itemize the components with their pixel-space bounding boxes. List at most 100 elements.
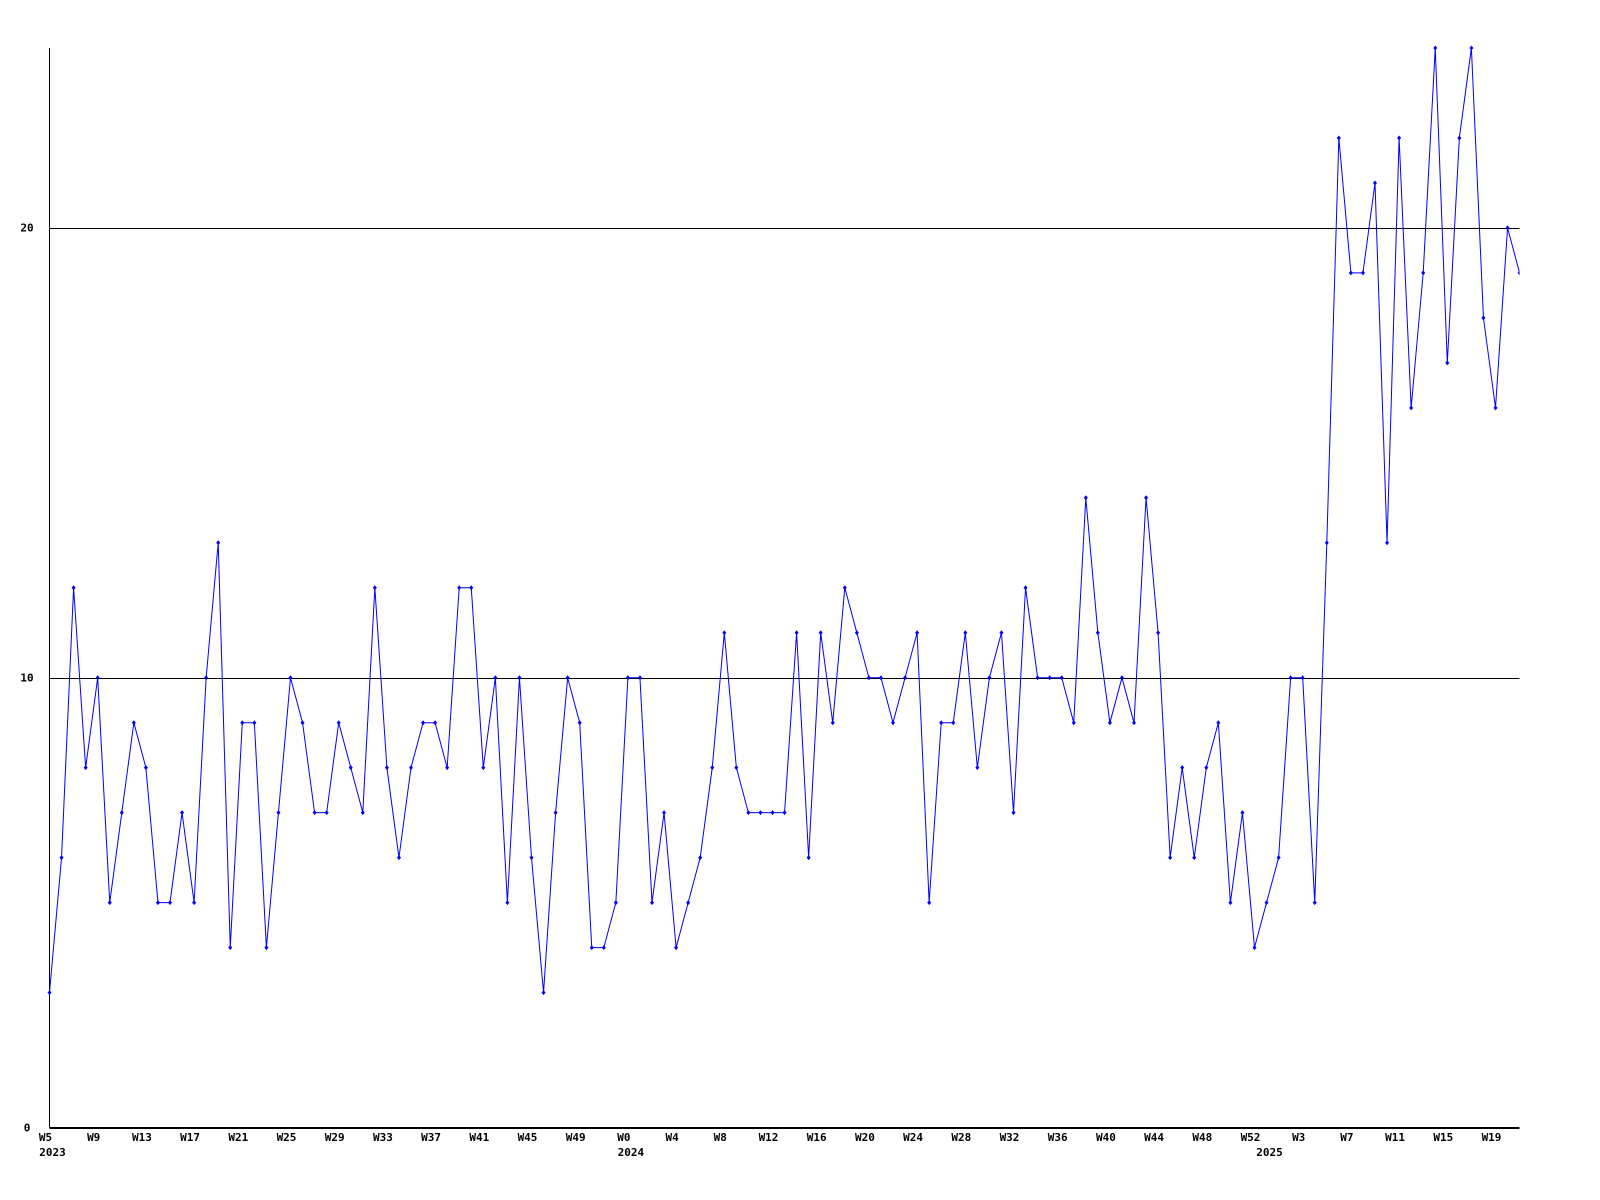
data-point — [577, 720, 582, 726]
x-tick-label: W17 — [180, 1131, 200, 1144]
data-point — [1240, 810, 1245, 816]
data-point — [131, 720, 136, 726]
data-point — [95, 675, 100, 681]
y-tick-label: 10 — [20, 672, 33, 685]
data-point — [601, 945, 606, 951]
data-point — [782, 810, 787, 816]
data-point — [529, 855, 534, 861]
data-point — [553, 810, 558, 816]
data-point — [1168, 855, 1173, 861]
x-tick-label: W7 — [1340, 1131, 1353, 1144]
data-point — [1035, 675, 1040, 681]
data-point — [1481, 315, 1486, 321]
data-point — [324, 810, 329, 816]
grid — [49, 228, 1520, 1129]
y-tick-label: 20 — [20, 222, 33, 235]
data-point — [264, 945, 269, 951]
data-point — [1204, 765, 1209, 771]
data-point — [1324, 540, 1329, 546]
data-point — [517, 675, 522, 681]
plot-area — [47, 45, 1520, 996]
data-point — [963, 630, 968, 636]
data-point — [1505, 225, 1510, 231]
data-point — [481, 765, 486, 771]
data-point — [1119, 675, 1124, 681]
data-point — [445, 765, 450, 771]
data-point — [987, 675, 992, 681]
data-point — [854, 630, 859, 636]
data-point — [891, 720, 895, 726]
data-point — [915, 630, 920, 636]
data-point — [1252, 945, 1257, 951]
x-tick-label: W28 — [951, 1131, 971, 1144]
data-point — [421, 720, 426, 726]
data-point — [878, 675, 883, 681]
data-point — [240, 720, 245, 726]
data-point — [975, 765, 980, 771]
data-point — [1457, 135, 1462, 141]
data-point — [1276, 855, 1281, 861]
data-point — [216, 540, 221, 546]
data-point — [1493, 405, 1498, 411]
x-tick-label: W21 — [228, 1131, 248, 1144]
data-point — [1373, 180, 1377, 186]
data-point — [493, 675, 498, 681]
data-point — [168, 900, 172, 906]
data-point — [686, 900, 691, 906]
data-point — [1132, 720, 1136, 726]
x-tick-label: W37 — [421, 1131, 441, 1144]
data-point — [710, 765, 715, 771]
x-tick-label: W11 — [1385, 1131, 1405, 1144]
data-point — [565, 675, 570, 681]
x-tick-label: W48 — [1192, 1131, 1212, 1144]
data-point — [758, 810, 763, 816]
data-point — [1397, 135, 1402, 141]
data-point — [541, 990, 546, 996]
data-point — [589, 945, 594, 951]
data-point — [951, 720, 956, 726]
data-point — [1216, 720, 1221, 726]
data-point — [1156, 630, 1161, 636]
data-point — [650, 900, 654, 906]
x-tick-label: W12 — [759, 1131, 779, 1144]
data-point — [806, 855, 811, 861]
data-point — [662, 810, 667, 816]
data-point — [409, 765, 413, 771]
data-point — [1107, 720, 1112, 726]
data-point — [1071, 720, 1076, 726]
x-year-label: 2024 — [618, 1146, 645, 1159]
data-point — [722, 630, 727, 636]
data-point — [1144, 495, 1149, 501]
data-point — [1047, 675, 1052, 681]
data-point — [1385, 540, 1390, 546]
data-point — [999, 630, 1004, 636]
x-tick-label: W5 — [39, 1131, 52, 1144]
data-point — [1445, 360, 1450, 366]
data-point — [1288, 675, 1293, 681]
data-point — [1083, 495, 1088, 501]
data-point — [276, 810, 281, 816]
x-tick-label: W32 — [1000, 1131, 1020, 1144]
data-point — [927, 900, 932, 906]
data-point — [1059, 675, 1064, 681]
data-point — [903, 675, 908, 681]
data-point — [1348, 270, 1353, 276]
x-tick-label: W49 — [566, 1131, 586, 1144]
data-point — [204, 675, 209, 681]
data-point — [384, 765, 389, 771]
x-tick-label: W15 — [1433, 1131, 1453, 1144]
data-point — [228, 945, 233, 951]
data-point — [637, 675, 642, 681]
data-point — [71, 585, 76, 591]
data-point — [119, 810, 124, 816]
data-point — [1433, 45, 1438, 51]
data-point — [830, 720, 835, 726]
data-point — [625, 675, 630, 681]
data-point — [1312, 900, 1317, 906]
data-point — [1228, 900, 1233, 906]
x-year-label: 2025 — [1256, 1146, 1283, 1159]
data-point — [1360, 270, 1365, 276]
axis-labels: 0 10 20 W5 2023 W9 W13 W17 W21 W25 W29 W33 W37 W41 W45… — [20, 222, 1501, 1160]
